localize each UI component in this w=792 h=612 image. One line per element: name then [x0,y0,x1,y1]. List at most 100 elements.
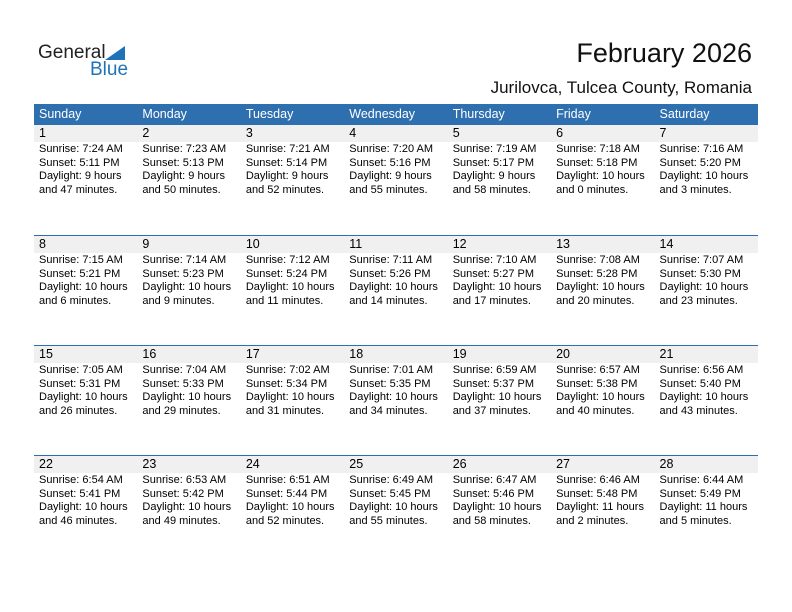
day-number: 6 [556,126,564,140]
day-number: 7 [659,126,667,140]
logo: General Blue [38,42,138,82]
sunrise-text: Sunrise: 6:46 AM [556,474,640,486]
day-cell: Sunrise: 6:51 AM Sunset: 5:44 PM Daylight:… [241,473,344,528]
sunset-text: Sunset: 5:17 PM [452,156,535,169]
daylight-text: Daylight: 10 hours [659,281,749,293]
daylight-text: Daylight: 9 hours [245,170,329,182]
week-row: 1 2 3 4 5 6 7 Sunrise: 7:24 AM Sunset: 5:11 PM Da… [34,125,758,235]
day-number: 14 [659,237,674,251]
day-cell: Sunrise: 6:47 AM Sunset: 5:46 PM Daylight:… [448,473,551,528]
minutes-text: and 49 minutes. [142,514,221,527]
day-number: 10 [245,237,260,251]
day-number: 24 [245,457,260,471]
daylight-text: Daylight: 10 hours [245,501,335,513]
minutes-text: and 58 minutes. [452,514,531,527]
day-number: 9 [142,237,150,251]
sunrise-text: Sunrise: 7:01 AM [349,364,434,376]
day-cell: Sunrise: 6:44 AM Sunset: 5:49 PM Daylight:… [655,473,758,528]
daylight-text: Daylight: 9 hours [349,170,432,182]
date-strip: 22 23 24 25 26 27 28 [34,456,758,473]
day-number: 22 [39,457,53,471]
day-cell: Sunrise: 7:23 AM Sunset: 5:13 PM Daylight:… [137,142,240,197]
daylight-text: Daylight: 9 hours [142,170,225,182]
sunrise-text: Sunrise: 7:20 AM [349,143,434,155]
sunrise-text: Sunrise: 7:04 AM [142,364,227,376]
sunset-text: Sunset: 5:45 PM [349,487,431,500]
day-cell: Sunrise: 6:56 AM Sunset: 5:40 PM Daylight:… [655,363,758,418]
sunset-text: Sunset: 5:34 PM [245,377,328,390]
sunset-text: Sunset: 5:41 PM [39,487,121,500]
day-cell: Sunrise: 7:05 AM Sunset: 5:31 PM Daylight:… [34,363,137,418]
logo-triangle-icon [105,46,125,60]
daylight-text: Daylight: 10 hours [659,170,749,182]
week-row: 8 9 10 11 12 13 14 Sunrise: 7:15 AM Sunset: 5:21… [34,235,758,345]
day-cell: Sunrise: 6:49 AM Sunset: 5:45 PM Daylight:… [344,473,447,528]
day-number: 25 [349,457,364,471]
minutes-text: and 37 minutes. [452,404,531,417]
weekday-monday: Monday [142,107,187,121]
sunrise-text: Sunrise: 7:02 AM [245,364,330,376]
sunset-text: Sunset: 5:49 PM [659,487,741,500]
sunset-text: Sunset: 5:11 PM [39,156,120,169]
minutes-text: and 55 minutes. [349,183,428,196]
daylight-text: Daylight: 10 hours [39,281,128,293]
sunset-text: Sunset: 5:42 PM [142,487,224,500]
minutes-text: and 47 minutes. [39,183,118,196]
minutes-text: and 5 minutes. [659,514,732,527]
minutes-text: and 2 minutes. [556,514,629,527]
daylight-text: Daylight: 10 hours [659,391,749,403]
minutes-text: and 9 minutes. [142,294,215,307]
sunrise-text: Sunrise: 7:16 AM [659,143,744,155]
day-cell: Sunrise: 7:16 AM Sunset: 5:20 PM Daylight:… [655,142,758,197]
sunset-text: Sunset: 5:28 PM [556,267,638,280]
day-cell: Sunrise: 7:08 AM Sunset: 5:28 PM Daylight:… [551,253,654,308]
sunrise-text: Sunrise: 6:59 AM [452,364,537,376]
weekday-header: Sunday Monday Tuesday Wednesday Thursday Frid… [34,104,758,125]
minutes-text: and 20 minutes. [556,294,635,307]
weekday-sunday: Sunday [39,107,82,121]
minutes-text: and 52 minutes. [245,514,325,527]
minutes-text: and 26 minutes. [39,404,118,417]
sunrise-text: Sunrise: 7:23 AM [142,143,227,155]
sunrise-text: Sunrise: 7:24 AM [39,143,123,155]
minutes-text: and 0 minutes. [556,183,629,196]
sunrise-text: Sunrise: 7:18 AM [556,143,640,155]
daylight-text: Daylight: 10 hours [452,391,542,403]
day-cell: Sunrise: 6:53 AM Sunset: 5:42 PM Daylight:… [137,473,240,528]
daylight-text: Daylight: 10 hours [349,501,438,513]
day-number: 19 [452,347,467,361]
day-number: 2 [142,126,150,140]
sunset-text: Sunset: 5:37 PM [452,377,535,390]
sunrise-text: Sunrise: 7:10 AM [452,254,537,266]
sunrise-text: Sunrise: 7:07 AM [659,254,744,266]
minutes-text: and 46 minutes. [39,514,118,527]
day-cell: Sunrise: 7:07 AM Sunset: 5:30 PM Daylight:… [655,253,758,308]
minutes-text: and 34 minutes. [349,404,428,417]
location-subtitle: Jurilovca, Tulcea County, Romania [490,78,752,97]
day-number: 15 [39,347,53,361]
calendar: Sunday Monday Tuesday Wednesday Thursday Frid… [34,104,758,565]
sunset-text: Sunset: 5:18 PM [556,156,638,169]
daylight-text: Daylight: 10 hours [142,501,232,513]
week-row: 22 23 24 25 26 27 28 Sunrise: 6:54 AM Sunset: 5:… [34,455,758,565]
day-number: 4 [349,126,357,140]
sunrise-text: Sunrise: 7:15 AM [39,254,123,266]
sunset-text: Sunset: 5:27 PM [452,267,535,280]
sunrise-text: Sunrise: 6:57 AM [556,364,640,376]
sunset-text: Sunset: 5:31 PM [39,377,121,390]
day-cell: Sunrise: 7:15 AM Sunset: 5:21 PM Daylight:… [34,253,137,308]
week-row: 15 16 17 18 19 20 21 Sunrise: 7:05 AM Sunset: 5:… [34,345,758,455]
sunrise-text: Sunrise: 7:19 AM [452,143,537,155]
day-number: 11 [349,237,363,251]
sunset-text: Sunset: 5:20 PM [659,156,741,169]
daylight-text: Daylight: 11 hours [659,501,748,513]
sunset-text: Sunset: 5:40 PM [659,377,741,390]
calendar-weeks: 1 2 3 4 5 6 7 Sunrise: 7:24 AM Sunset: 5:11 PM Da… [34,125,758,565]
daylight-text: Daylight: 9 hours [452,170,536,182]
minutes-text: and 55 minutes. [349,514,428,527]
date-strip: 8 9 10 11 12 13 14 [34,236,758,253]
minutes-text: and 40 minutes. [556,404,635,417]
day-info-row: Sunrise: 7:05 AM Sunset: 5:31 PM Daylight:… [34,363,758,418]
day-number: 3 [245,126,253,140]
sunset-text: Sunset: 5:23 PM [142,267,224,280]
